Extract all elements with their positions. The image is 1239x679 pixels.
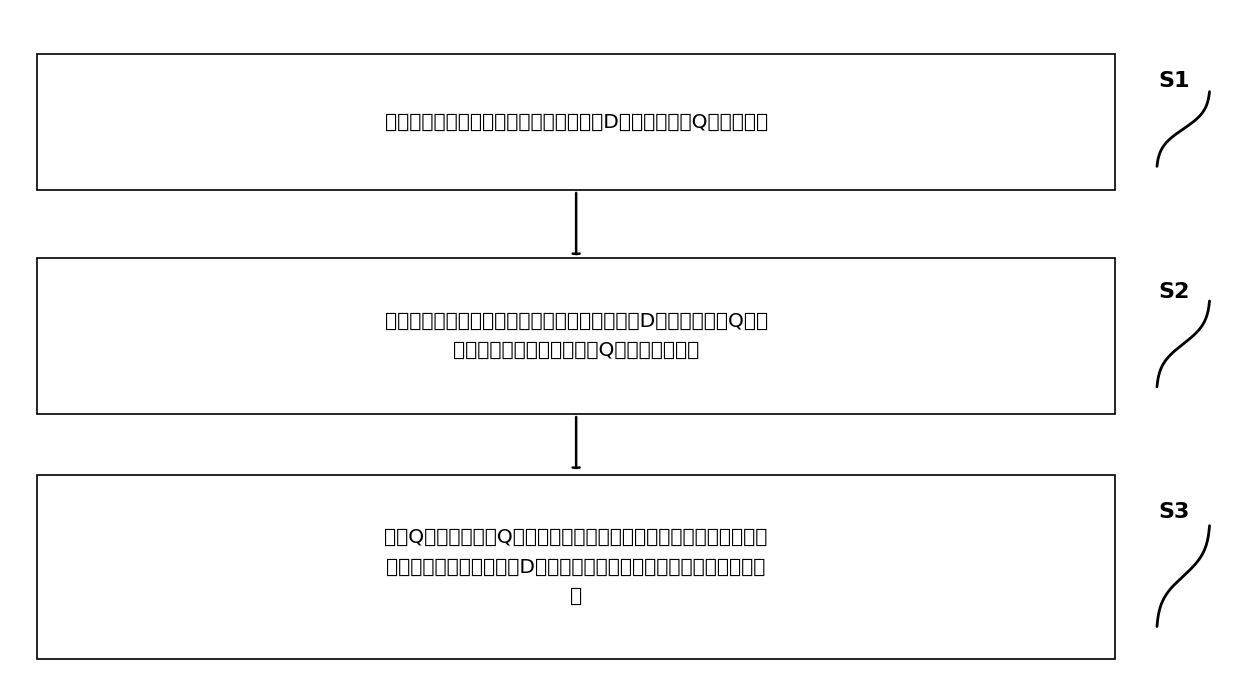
FancyBboxPatch shape xyxy=(37,54,1115,190)
Text: S1: S1 xyxy=(1158,71,1189,92)
FancyBboxPatch shape xyxy=(37,258,1115,414)
Text: 获取永磁同步电机系统的旋转坐标系下的D轴输出电压和Q轴输出电压: 获取永磁同步电机系统的旋转坐标系下的D轴输出电压和Q轴输出电压 xyxy=(384,113,768,132)
FancyBboxPatch shape xyxy=(37,475,1115,659)
Text: S2: S2 xyxy=(1158,282,1189,302)
Text: 获取永磁同步电机系统的直流母线电压，并根据D轴输出电压、Q轴输
出电压和直流母线电压获取Q轴电压限制阈值: 获取永磁同步电机系统的直流母线电压，并根据D轴输出电压、Q轴输 出电压和直流母线… xyxy=(384,312,768,361)
Text: 根据Q轴输出电压和Q轴电压限制阈值生成弱磁电流，并将弱磁电流叠
加至永磁同步电机系统的D轴电流闭环，以对永磁同步电机进行弱磁控
制: 根据Q轴输出电压和Q轴电压限制阈值生成弱磁电流，并将弱磁电流叠 加至永磁同步电机… xyxy=(384,528,768,606)
Text: S3: S3 xyxy=(1158,502,1189,522)
